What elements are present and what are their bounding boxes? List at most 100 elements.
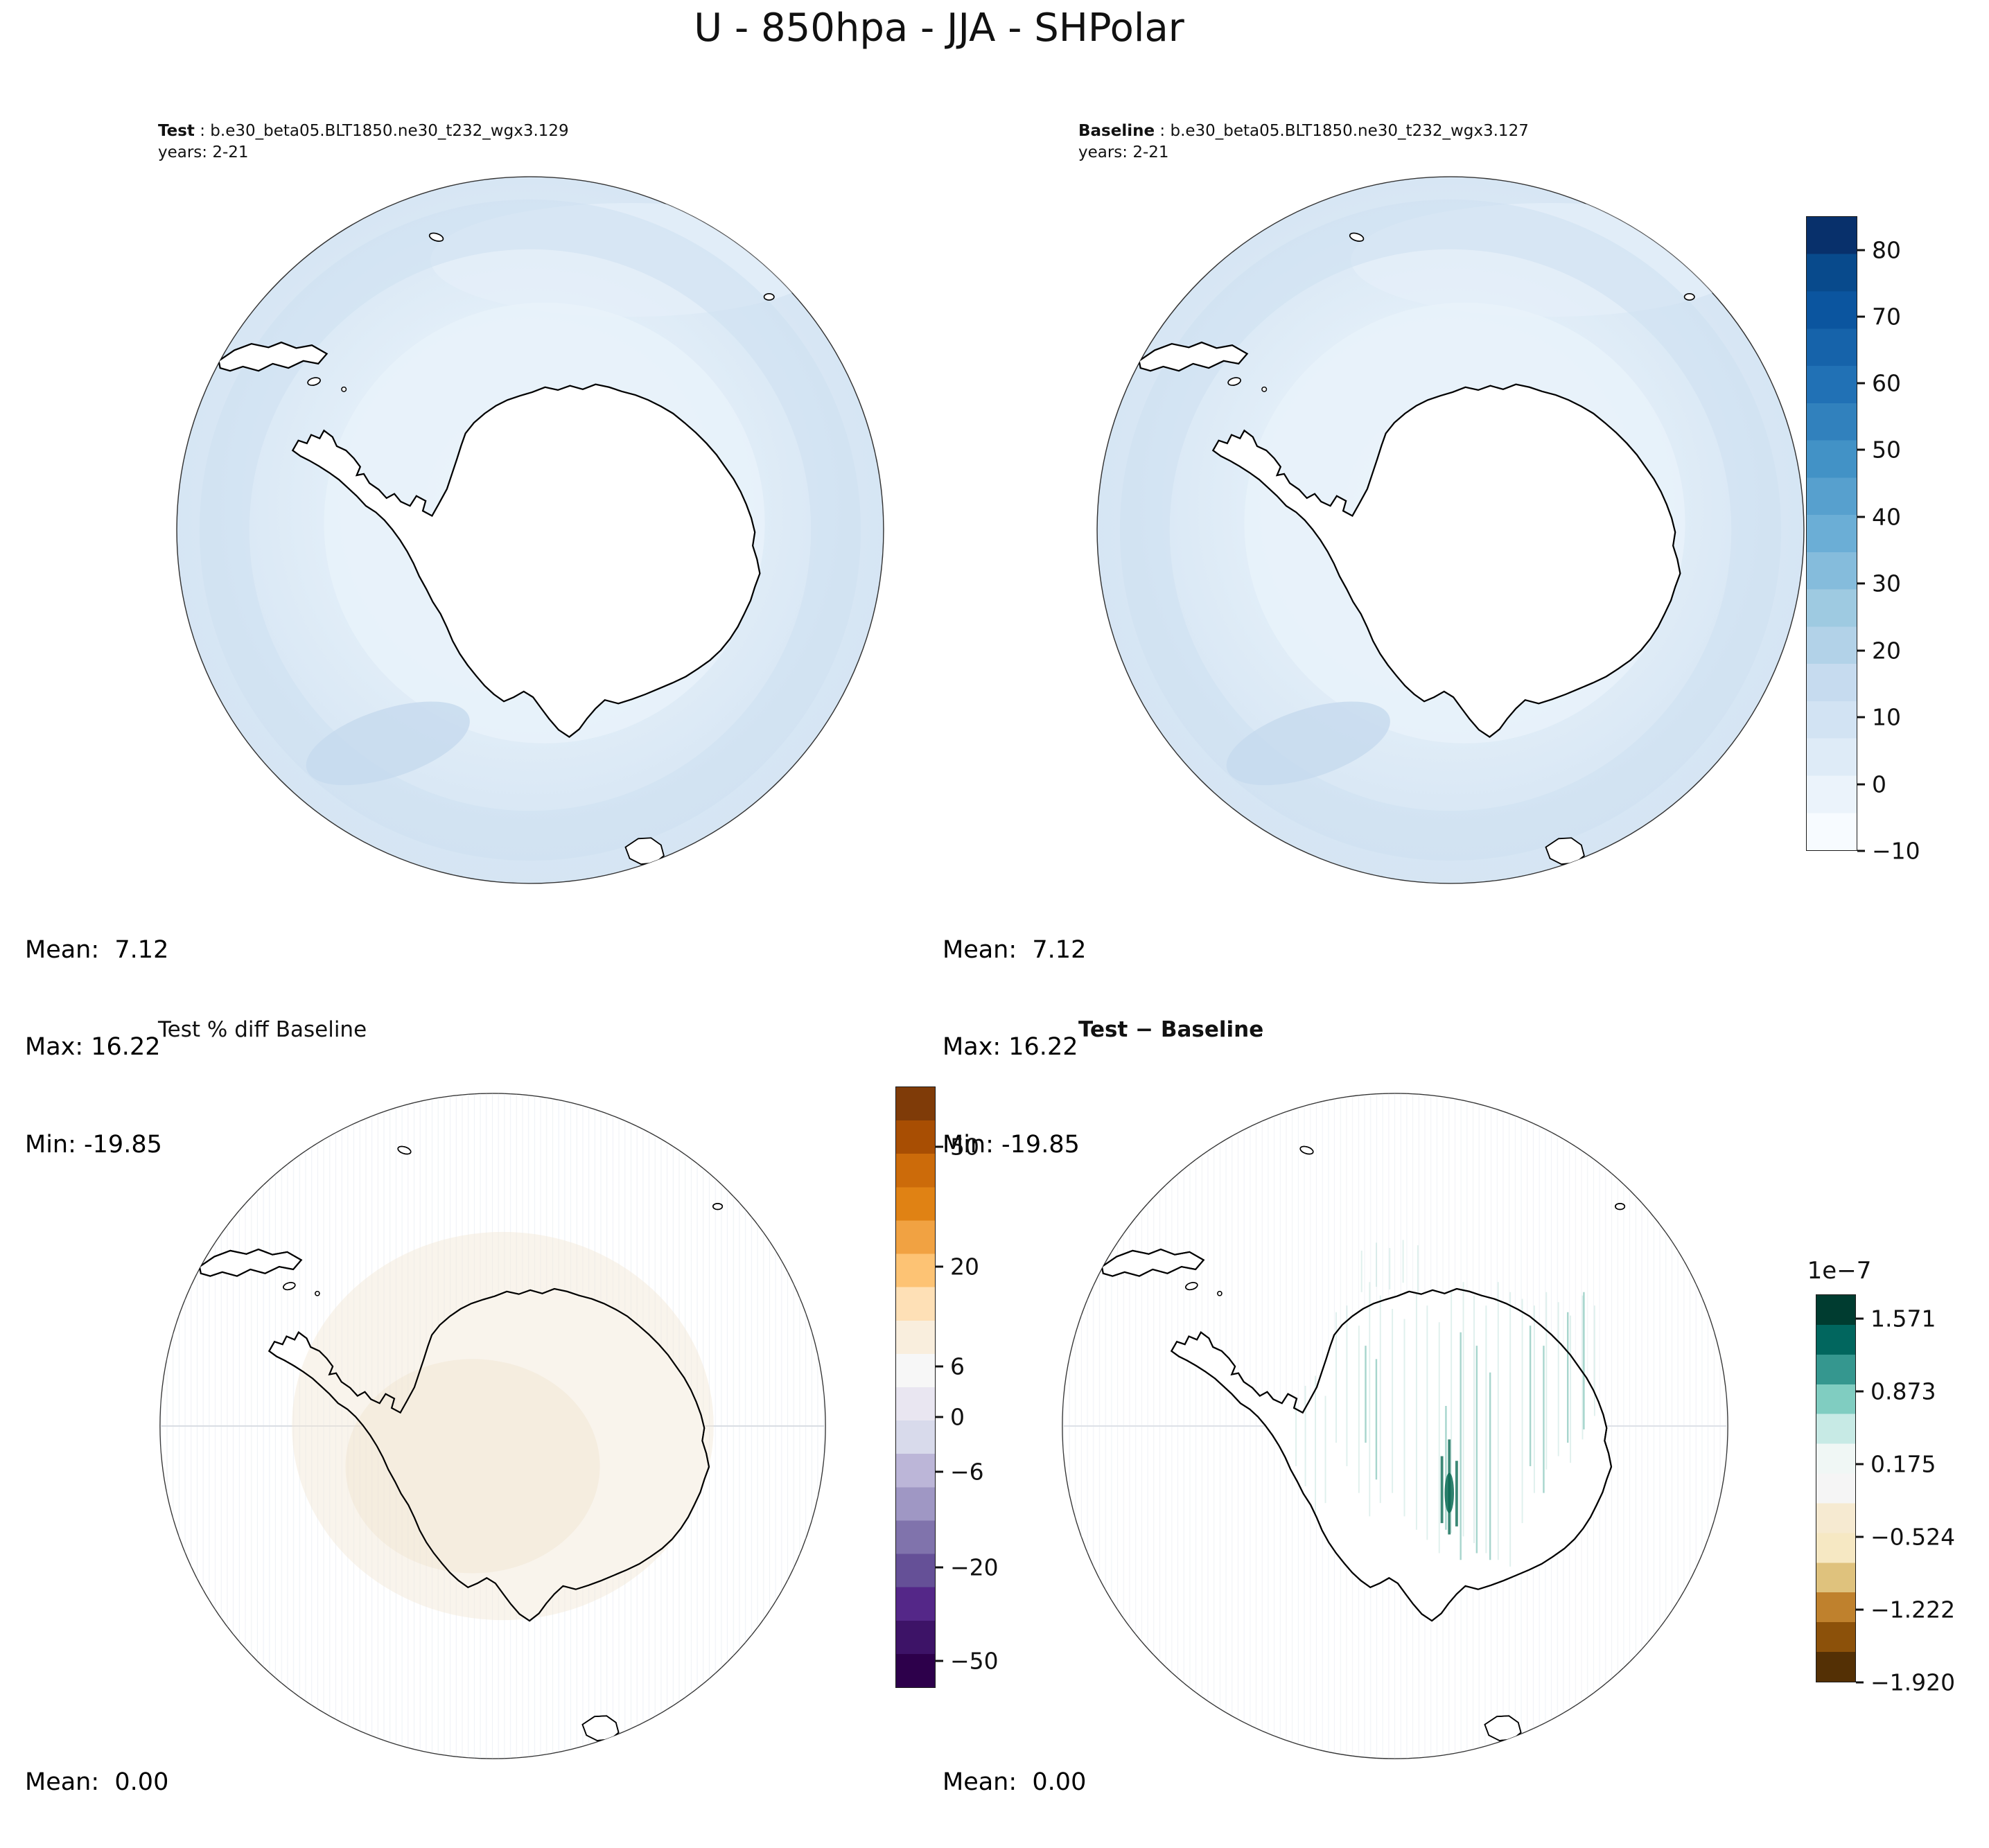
tick-label: 60	[1872, 369, 1901, 397]
pct-diff-title: Test % diff Baseline	[158, 1017, 367, 1042]
test-label: Test	[158, 122, 195, 140]
colorbar-tick: 0	[936, 1404, 965, 1431]
colorbar-tick: 80	[1857, 236, 1901, 263]
tick-label: 40	[1872, 503, 1901, 531]
colorbar-tick: 0	[1857, 771, 1886, 798]
colorbar-tick: 20	[1857, 637, 1901, 664]
diff-stat-mean: Mean: 0.00	[943, 1768, 1087, 1796]
tick-label: −50	[950, 1647, 999, 1675]
tick-mark	[1857, 315, 1865, 318]
tick-label: −1.222	[1870, 1596, 1956, 1623]
baseline-label: Baseline	[1078, 122, 1155, 140]
test-stat-mean: Mean: 7.12	[25, 935, 169, 964]
colorbar-tick: 0.175	[1856, 1451, 1936, 1478]
colorbar-tick: −1.920	[1856, 1669, 1955, 1696]
pct-diff-stats: Mean: 0.00 Max: 0.00 Min: -0.00	[25, 1701, 168, 1848]
diff-stats: Mean: 0.00 Max: 0.00 Min: -0.00	[943, 1701, 1086, 1848]
diff-title: Test − Baseline	[1078, 1017, 1264, 1042]
test-stat-min: Min: -19.85	[25, 1131, 162, 1159]
tick-mark	[1857, 382, 1865, 385]
test-stats: Mean: 7.12 Max: 16.22 Min: -19.85	[25, 869, 168, 1226]
baseline-run-name: : b.e30_beta05.BLT1850.ne30_t232_wgx3.12…	[1159, 122, 1529, 140]
baseline-stats: Mean: 7.12 Max: 16.22 Min: -19.85	[943, 869, 1086, 1226]
tick-mark	[1856, 1535, 1864, 1538]
tick-label: −0.524	[1870, 1523, 1956, 1551]
tick-label: 10	[1872, 703, 1901, 731]
tick-label: −20	[950, 1554, 999, 1581]
tick-label: 50	[950, 1133, 979, 1161]
tick-mark	[1857, 249, 1865, 252]
colorbar-blues: 80 70 60 50 40 30 20 10 0 −10	[1806, 216, 1920, 865]
test-run-name: : b.e30_beta05.BLT1850.ne30_t232_wgx3.12…	[200, 122, 569, 140]
colorbar-tick: −10	[1857, 838, 1920, 865]
colorbar-tick: 40	[1857, 504, 1901, 531]
tick-mark	[1857, 783, 1865, 786]
tick-mark	[1856, 1390, 1864, 1393]
colorbar-puor: 50 20 6 0 −6 −20 −50	[895, 1086, 999, 1688]
tick-mark	[1856, 1463, 1864, 1466]
colorbar-tick: −50	[936, 1647, 999, 1674]
colorbar-ticks: 80 70 60 50 40 30 20 10 0 −10	[1857, 216, 1975, 865]
tick-mark	[1856, 1608, 1864, 1611]
colorbar-scale-label: 1e−7	[1807, 1257, 1872, 1285]
baseline-run-line: Baseline : b.e30_beta05.BLT1850.ne30_t23…	[1078, 121, 1529, 142]
tick-mark	[1857, 649, 1865, 652]
tick-mark	[1857, 516, 1865, 518]
tick-label: −1.920	[1870, 1669, 1956, 1696]
colorbar-tick: −0.524	[1856, 1524, 1955, 1551]
colorbar-ticks: 1.571 0.873 0.175 −0.524 −1.222 −1.920	[1856, 1294, 1974, 1696]
map-baseline	[1096, 176, 1805, 884]
colorbar-tick: 50	[936, 1133, 979, 1160]
tick-label: 50	[1872, 436, 1901, 464]
tick-label: 0.175	[1870, 1450, 1936, 1478]
tick-mark	[936, 1416, 943, 1418]
tick-mark	[936, 1145, 943, 1148]
tick-mark	[936, 1660, 943, 1662]
colorbar-tick: 1.571	[1856, 1305, 1936, 1332]
colorbar-tick: 0.873	[1856, 1378, 1936, 1405]
test-panel-header: Test : b.e30_beta05.BLT1850.ne30_t232_wg…	[158, 121, 569, 164]
tick-label: −6	[950, 1458, 984, 1486]
map-test	[176, 176, 884, 884]
colorbar-tick: 20	[936, 1253, 979, 1281]
pct-diff-stat-mean: Mean: 0.00	[25, 1768, 169, 1796]
tick-label: 0	[1872, 771, 1886, 798]
tick-mark	[1857, 716, 1865, 719]
tick-label: 6	[950, 1353, 965, 1380]
map-pct-diff	[159, 1093, 826, 1759]
baseline-stat-min: Min: -19.85	[943, 1131, 1080, 1159]
tick-label: 0	[950, 1403, 965, 1431]
colorbar-tick: −6	[936, 1458, 984, 1485]
pct-diff-shading	[292, 1231, 714, 1621]
tick-mark	[1857, 448, 1865, 451]
tick-label: 1.571	[1870, 1305, 1936, 1332]
tick-label: 20	[950, 1253, 979, 1281]
colorbar-gradient	[1816, 1294, 1856, 1682]
tick-mark	[936, 1470, 943, 1473]
tick-mark	[1857, 850, 1865, 852]
test-stat-max: Max: 16.22	[25, 1033, 161, 1062]
tick-mark	[1856, 1681, 1864, 1684]
tick-label: 0.873	[1870, 1378, 1936, 1405]
tick-mark	[936, 1265, 943, 1268]
tick-label: 80	[1872, 236, 1901, 264]
tick-mark	[936, 1566, 943, 1569]
tick-mark	[936, 1365, 943, 1368]
colorbar-tick: 6	[936, 1353, 965, 1380]
baseline-panel-header: Baseline : b.e30_beta05.BLT1850.ne30_t23…	[1078, 121, 1529, 164]
colorbar-ticks: 50 20 6 0 −6 −20 −50	[936, 1086, 1053, 1688]
tick-label: 70	[1872, 303, 1901, 331]
baseline-stat-mean: Mean: 7.12	[943, 935, 1087, 964]
figure-title: U - 850hpa - JJA - SHPolar	[694, 6, 1184, 51]
tick-label: −10	[1872, 837, 1920, 865]
tick-mark	[1857, 582, 1865, 585]
colorbar-tick: 60	[1857, 369, 1901, 396]
colorbar-tick: 70	[1857, 303, 1901, 330]
baseline-stat-max: Max: 16.22	[943, 1033, 1078, 1062]
map-diff	[1062, 1093, 1728, 1759]
colorbar-gradient	[895, 1086, 936, 1688]
test-run-line: Test : b.e30_beta05.BLT1850.ne30_t232_wg…	[158, 121, 569, 142]
colorbar-tick: −1.222	[1856, 1596, 1955, 1623]
tick-label: 30	[1872, 570, 1901, 597]
